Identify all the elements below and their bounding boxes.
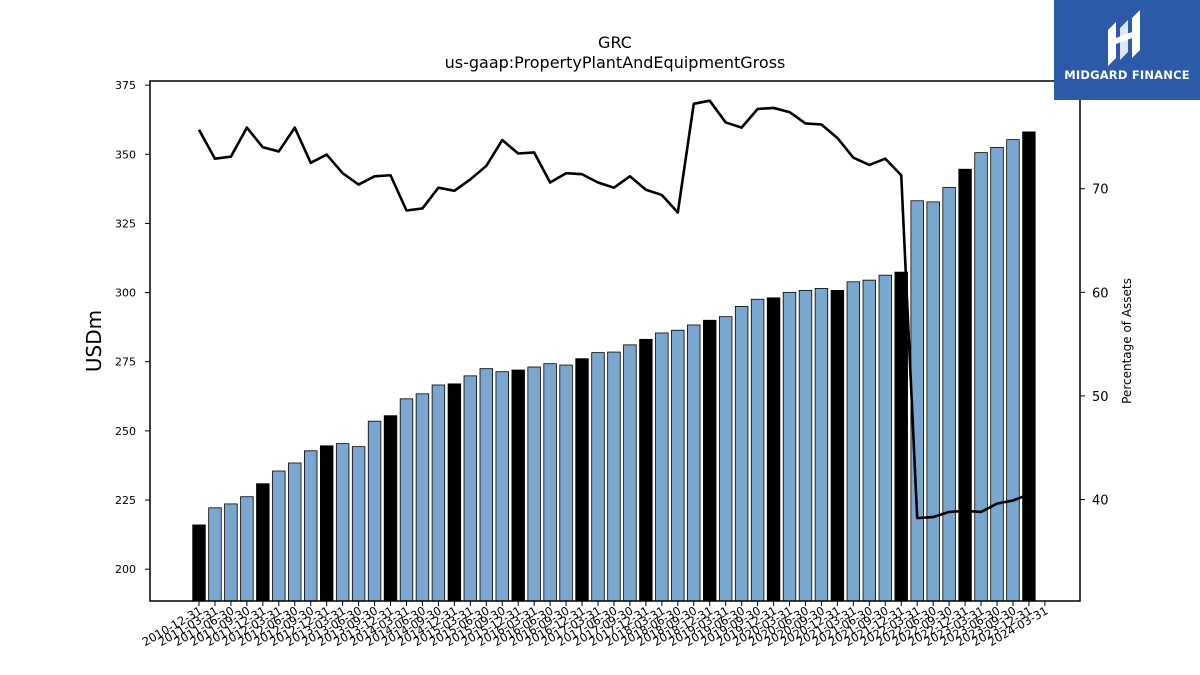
bar xyxy=(750,298,765,602)
bar xyxy=(830,289,845,602)
bar xyxy=(431,384,446,602)
y2-axis-label: Percentage of Assets xyxy=(1120,278,1134,404)
x-axis-ticks: 2010-12-312011-03-312011-06-302011-09-30… xyxy=(140,601,1050,649)
y-tick-label: 325 xyxy=(115,217,136,230)
bar xyxy=(990,146,1004,602)
bar xyxy=(623,344,637,602)
bar xyxy=(1022,131,1036,602)
bar xyxy=(351,446,366,602)
y-tick-label: 375 xyxy=(115,79,136,92)
bar xyxy=(703,319,717,602)
bar xyxy=(543,363,557,602)
y2-axis-ticks: 40 50 60 70 xyxy=(1080,183,1109,508)
bar xyxy=(527,366,541,602)
bar xyxy=(974,152,988,602)
bar xyxy=(511,369,525,602)
bar xyxy=(846,281,861,602)
bar xyxy=(878,274,892,602)
bar xyxy=(479,368,493,602)
bar xyxy=(814,288,829,602)
brand-name: MIDGARD FINANCE xyxy=(1064,68,1190,82)
bar xyxy=(798,289,813,602)
bar xyxy=(671,329,685,602)
bar xyxy=(607,351,621,602)
plot-frame xyxy=(149,80,1081,602)
midgard-logo-icon xyxy=(1108,10,1140,66)
bar xyxy=(383,415,398,602)
bar xyxy=(447,383,462,602)
y-axis-ticks: 200 225 250 275 300 325 350 375 xyxy=(115,79,150,576)
y2-tick-label: 50 xyxy=(1092,390,1109,405)
bar xyxy=(766,297,781,602)
y-tick-label: 300 xyxy=(115,287,136,300)
bar xyxy=(288,462,302,602)
bar xyxy=(367,420,382,602)
chart-title: GRC xyxy=(598,33,632,52)
y-axis-label: USDm xyxy=(82,310,106,372)
bar xyxy=(926,201,940,602)
bar xyxy=(862,279,877,602)
bar xyxy=(335,443,350,602)
bar xyxy=(240,496,254,602)
bar xyxy=(958,168,972,602)
bar xyxy=(734,306,749,602)
bar xyxy=(718,316,733,602)
bar xyxy=(639,338,653,602)
y-tick-label: 200 xyxy=(115,563,136,576)
y2-tick-label: 70 xyxy=(1092,183,1109,198)
chart-subtitle: us-gaap:PropertyPlantAndEquipmentGross xyxy=(445,53,786,72)
bar xyxy=(415,393,430,602)
bar xyxy=(687,324,701,602)
y-tick-label: 225 xyxy=(115,494,136,507)
percentage-line xyxy=(197,99,1030,520)
y2-tick-label: 40 xyxy=(1092,493,1109,508)
bar xyxy=(495,371,509,602)
bar xyxy=(208,507,222,602)
bar xyxy=(304,450,318,602)
y-tick-label: 250 xyxy=(115,425,136,438)
y2-tick-label: 60 xyxy=(1092,286,1109,301)
bar xyxy=(782,291,797,602)
brand-logo: MIDGARD FINANCE xyxy=(1054,0,1200,100)
bar xyxy=(256,483,270,602)
bar xyxy=(942,187,956,602)
bar xyxy=(272,470,286,602)
y-tick-label: 275 xyxy=(115,356,136,369)
bar xyxy=(399,398,414,602)
bar xyxy=(575,358,589,602)
y-tick-label: 350 xyxy=(115,148,136,161)
bar xyxy=(319,445,334,602)
bar xyxy=(559,364,573,602)
bar xyxy=(1006,139,1020,602)
bar xyxy=(894,271,908,602)
bar xyxy=(192,524,206,602)
bar xyxy=(655,332,669,602)
bar xyxy=(591,352,605,602)
bar xyxy=(463,375,478,602)
bar xyxy=(224,503,238,602)
